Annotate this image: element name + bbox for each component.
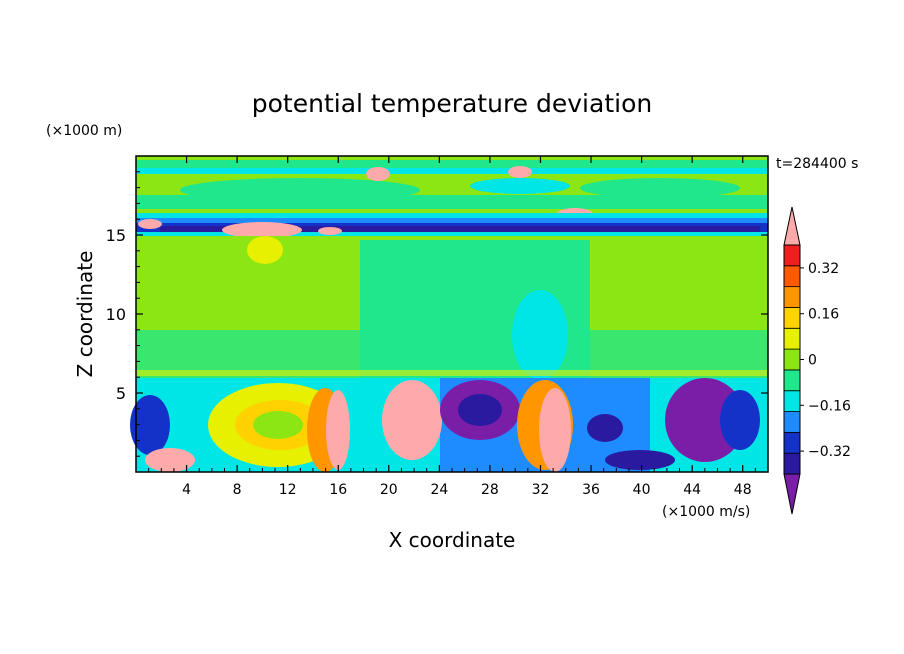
x-tick-label: 8 bbox=[233, 482, 242, 498]
y-axis-label: Z coordinate bbox=[73, 251, 97, 378]
x-tick-label: 12 bbox=[279, 482, 297, 498]
colorbar-tick-label: 0.16 bbox=[808, 307, 839, 323]
colorbar-segment bbox=[783, 452, 801, 475]
contour-tropopause-pink bbox=[138, 219, 162, 229]
colorbar-segment bbox=[783, 286, 801, 308]
contour-lower-edge-blob bbox=[145, 448, 195, 472]
colorbar-segment bbox=[783, 265, 801, 288]
contour-middle-boundary-line bbox=[136, 370, 768, 376]
contour-upper-pink-patch bbox=[508, 166, 532, 178]
x-tick-label: 48 bbox=[734, 482, 752, 498]
colorbar-segment bbox=[783, 431, 801, 454]
y-tick-label: 10 bbox=[106, 305, 126, 324]
contour-tropopause-band bbox=[136, 213, 768, 221]
contour-upper-band-cyan bbox=[136, 168, 768, 174]
x-tick-marks: 4 8 12 16 20 24 28 32 36 40 44 48 bbox=[148, 156, 756, 498]
contour-lower-cold-blob bbox=[458, 394, 502, 426]
contour-tropopause-band bbox=[160, 226, 760, 232]
colorbar-tick-label: −0.32 bbox=[808, 444, 851, 460]
x-tick-label: 20 bbox=[380, 482, 398, 498]
contour-lower-warm-plume bbox=[539, 388, 571, 472]
x-tick-label: 24 bbox=[430, 482, 448, 498]
colorbar-tick-label: 0.32 bbox=[808, 261, 839, 277]
contour-tropopause-band bbox=[136, 232, 768, 236]
x-tick-label: 40 bbox=[633, 482, 651, 498]
x-unit-label: (×1000 m/s) bbox=[662, 504, 750, 520]
colorbar-segment bbox=[783, 348, 801, 371]
x-tick-label: 44 bbox=[683, 482, 701, 498]
colorbar-segment bbox=[783, 244, 801, 267]
contour-middle-cyan-column bbox=[512, 290, 568, 380]
contour-lower-cold-blob bbox=[665, 378, 745, 462]
colorbar-bottom-arrow bbox=[783, 473, 801, 515]
contour-upper-blob bbox=[180, 178, 420, 202]
contour-lower-warm-plume bbox=[326, 390, 350, 470]
y-unit-label: (×1000 m) bbox=[46, 123, 122, 139]
chart-title: potential temperature deviation bbox=[252, 89, 652, 118]
x-tick-label: 36 bbox=[582, 482, 600, 498]
contour-upper-blob bbox=[580, 178, 740, 198]
colorbar-segment bbox=[783, 307, 801, 329]
y-tick-label: 15 bbox=[106, 226, 126, 245]
x-tick-label: 28 bbox=[481, 482, 499, 498]
contour-lower-warm-plume bbox=[382, 380, 442, 460]
x-tick-label: 16 bbox=[329, 482, 347, 498]
colorbar: 0.32 0.16 0 −0.16 −0.32 bbox=[783, 206, 851, 515]
contour-tropopause-band bbox=[136, 218, 768, 224]
colorbar-tick-label: −0.16 bbox=[808, 398, 851, 414]
colorbar-segment bbox=[783, 390, 801, 412]
time-label: t=284400 s bbox=[776, 156, 858, 172]
colorbar-segment bbox=[783, 369, 801, 392]
contour-upper-cyan-patch bbox=[470, 178, 570, 194]
contour-lower-cold-blob bbox=[720, 390, 760, 450]
contour-tropopause-pink bbox=[318, 227, 342, 235]
contour-lower-cold-blob bbox=[587, 414, 623, 442]
contour-lower-edge-blob bbox=[605, 450, 675, 470]
contour-upper-pink-patch bbox=[366, 167, 390, 181]
x-axis-label: X coordinate bbox=[389, 528, 516, 552]
colorbar-tick-label: 0 bbox=[808, 353, 817, 369]
contour-tropopause-pink bbox=[222, 222, 302, 238]
x-tick-label: 4 bbox=[182, 482, 191, 498]
y-tick-marks: 5 10 15 bbox=[106, 171, 768, 457]
x-tick-label: 32 bbox=[532, 482, 550, 498]
contour-plot-area bbox=[130, 155, 769, 473]
colorbar-segment bbox=[783, 411, 801, 433]
y-tick-label: 5 bbox=[116, 384, 126, 403]
colorbar-top-arrow bbox=[783, 206, 801, 246]
colorbar-segment bbox=[783, 327, 801, 350]
contour-middle-yellow-patch bbox=[247, 236, 283, 264]
contour-lower-vortex bbox=[253, 411, 303, 439]
